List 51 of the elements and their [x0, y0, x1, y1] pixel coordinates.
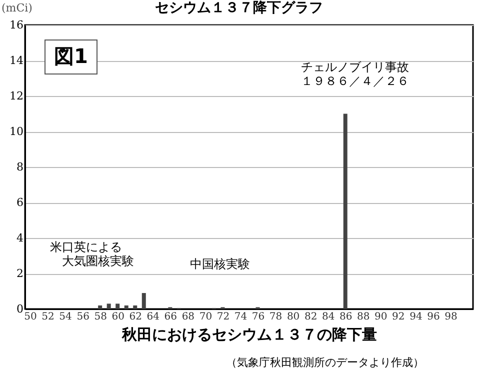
- y-tick-label: 0: [16, 302, 24, 316]
- annotation: 大気圏核実験: [62, 254, 134, 268]
- y-tick-label: 4: [16, 232, 24, 244]
- y-tick-label: 12: [10, 90, 24, 102]
- y-tick-label: 8: [16, 160, 24, 174]
- bar: [106, 304, 111, 309]
- x-tick-label: 88: [357, 312, 370, 322]
- x-tick-label: 70: [199, 312, 212, 322]
- x-tick-label: 80: [286, 312, 300, 322]
- x-tick-label: 64: [146, 312, 160, 322]
- text: （気象庁秋田観測所のデータより作成）: [226, 356, 424, 369]
- x-tick-label: 58: [94, 312, 107, 322]
- y-tick-label: 2: [16, 267, 24, 280]
- annotation: 米口英による: [50, 240, 122, 254]
- bar: [142, 293, 146, 309]
- x-tick-label: 68: [182, 312, 195, 322]
- annotation: 中国核実験: [190, 257, 250, 271]
- bar: [343, 114, 348, 309]
- bar: [98, 305, 102, 309]
- x-tick-label: 98: [444, 312, 458, 322]
- x-tick-label: 62: [129, 312, 142, 322]
- x-tick-label: 76: [252, 312, 265, 322]
- bar: [124, 305, 128, 309]
- x-tick-label: 82: [304, 312, 318, 322]
- x-tick-label: 50: [24, 312, 37, 322]
- y-tick-label: 6: [16, 196, 24, 209]
- y-axis-title: (mCi): [2, 2, 32, 14]
- bar: [133, 305, 138, 309]
- annotation: 図1: [54, 44, 88, 68]
- x-tick-label: 54: [59, 312, 72, 322]
- x-tick-label: 56: [76, 312, 90, 322]
- y-tick-label: 14: [10, 54, 24, 67]
- bar: [116, 304, 120, 309]
- x-tick-label: 74: [234, 312, 248, 322]
- annotation: １９８６／４／２６: [301, 74, 409, 88]
- x-tick-label: 66: [164, 312, 178, 322]
- x-tick-label: 90: [374, 312, 388, 322]
- x-tick-label: 72: [216, 312, 230, 322]
- x-tick-label: 78: [269, 312, 282, 322]
- x-tick-label: 94: [410, 312, 422, 322]
- x-tick-label: 84: [322, 312, 335, 322]
- x-tick-label: 92: [392, 312, 405, 322]
- x-tick-label: 52: [42, 312, 54, 322]
- x-tick-label: 60: [112, 312, 124, 322]
- x-tick-label: 96: [427, 312, 440, 322]
- y-tick-label: 16: [10, 18, 24, 32]
- annotation: チェルノブイリ事故: [301, 60, 409, 74]
- x-tick-label: 86: [339, 312, 352, 322]
- chart-title: セシウム１３７降下グラフ: [155, 0, 323, 16]
- y-tick-label: 10: [10, 125, 24, 138]
- x-axis-title: 秋田におけるセシウム１３７の降下量: [121, 326, 377, 344]
